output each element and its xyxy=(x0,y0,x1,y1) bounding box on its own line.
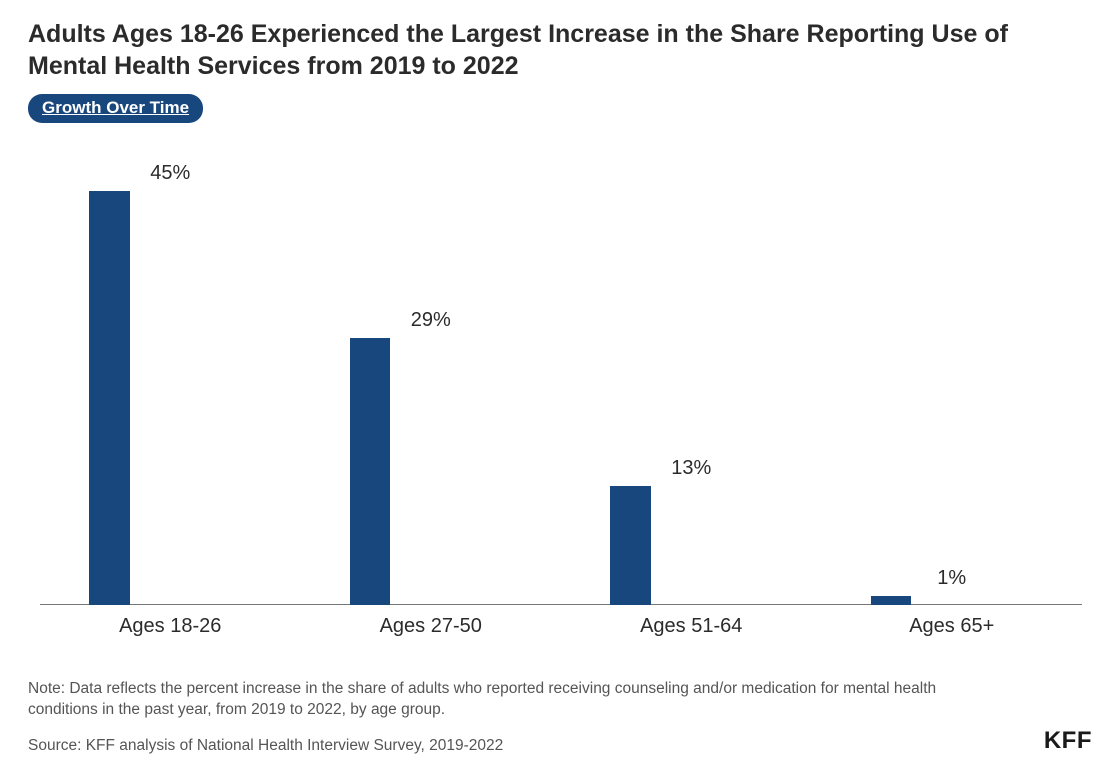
note-text: Note: Data reflects the percent increase… xyxy=(28,679,988,721)
bar xyxy=(610,486,650,606)
category-label: Ages 27-50 xyxy=(301,605,562,638)
bar-group: 1%Ages 65+ xyxy=(822,191,1083,605)
source-text: Source: KFF analysis of National Health … xyxy=(28,737,503,755)
tab-row: Growth Over Time xyxy=(28,94,1092,123)
category-label: Ages 18-26 xyxy=(40,605,301,638)
plot-area: 45%Ages 18-2629%Ages 27-5013%Ages 51-641… xyxy=(40,191,1082,605)
bar xyxy=(350,338,390,605)
brand-logo: KFF xyxy=(1044,727,1092,755)
category-label: Ages 65+ xyxy=(822,605,1083,638)
bar-value-label: 1% xyxy=(822,567,1083,590)
chart-area: 45%Ages 18-2629%Ages 27-5013%Ages 51-641… xyxy=(28,141,1092,675)
footer: Note: Data reflects the percent increase… xyxy=(28,679,1092,755)
category-label: Ages 51-64 xyxy=(561,605,822,638)
bar-value-label: 29% xyxy=(301,309,562,332)
bar-group: 13%Ages 51-64 xyxy=(561,191,822,605)
bar-value-label: 45% xyxy=(40,162,301,185)
bar xyxy=(89,191,129,605)
bar xyxy=(871,596,911,605)
bar-group: 45%Ages 18-26 xyxy=(40,191,301,605)
bar-value-label: 13% xyxy=(561,457,822,480)
bar-group: 29%Ages 27-50 xyxy=(301,191,562,605)
chart-title: Adults Ages 18-26 Experienced the Larges… xyxy=(28,18,1092,82)
tab-growth-over-time[interactable]: Growth Over Time xyxy=(28,94,203,123)
